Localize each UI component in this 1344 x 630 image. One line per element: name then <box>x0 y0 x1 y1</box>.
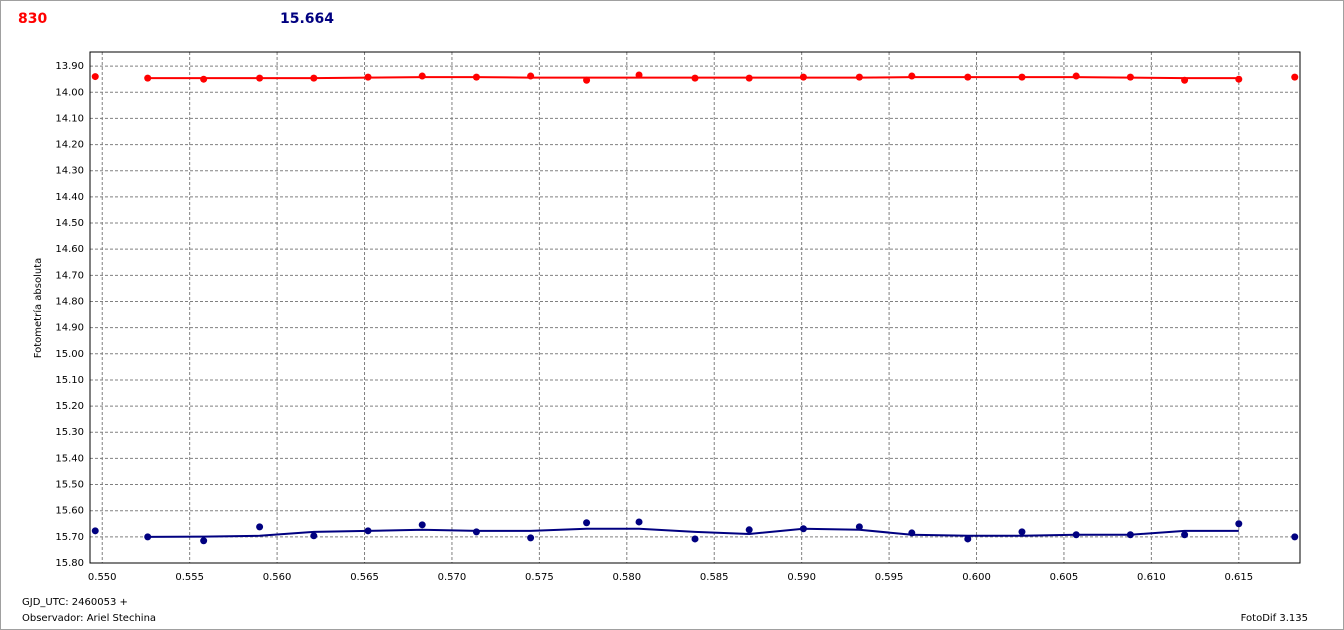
data-point <box>256 74 264 82</box>
data-point <box>1181 76 1189 84</box>
y-tick-label: 14.70 <box>55 270 84 281</box>
data-point <box>472 528 480 536</box>
y-tick-label: 15.00 <box>55 349 84 360</box>
data-point <box>799 73 807 81</box>
data-point <box>1235 520 1243 528</box>
y-tick-label: 14.50 <box>55 218 84 229</box>
observer: Observador: Ariel Stechina <box>22 613 156 624</box>
x-tick-label: 0.555 <box>175 572 204 583</box>
data-point <box>1126 531 1134 539</box>
y-tick-label: 15.70 <box>55 532 84 543</box>
data-point <box>418 521 426 529</box>
data-point <box>908 529 916 537</box>
x-tick-label: 0.605 <box>1050 572 1079 583</box>
data-point <box>200 75 208 83</box>
data-point <box>964 73 972 81</box>
data-point <box>91 73 99 81</box>
x-tick-label: 0.580 <box>612 572 641 583</box>
data-point <box>1181 531 1189 539</box>
y-tick-label: 14.40 <box>55 192 84 203</box>
x-tick-label: 0.565 <box>350 572 379 583</box>
data-point <box>472 73 480 81</box>
data-point <box>908 72 916 80</box>
data-point <box>691 535 699 543</box>
data-point <box>745 526 753 534</box>
y-tick-label: 14.10 <box>55 113 84 124</box>
data-point <box>1018 73 1026 81</box>
x-tick-label: 0.550 <box>88 572 117 583</box>
x-tick-label: 0.615 <box>1224 572 1253 583</box>
y-tick-label: 15.10 <box>55 375 84 386</box>
data-point <box>1235 75 1243 83</box>
data-point <box>310 74 318 82</box>
y-tick-label: 14.30 <box>55 166 84 177</box>
data-point <box>1072 72 1080 80</box>
trend-line <box>147 527 1239 538</box>
plot-border <box>89 51 1301 564</box>
data-point <box>200 537 208 545</box>
y-tick-label: 14.20 <box>55 140 84 151</box>
data-point <box>364 73 372 81</box>
data-point <box>1291 533 1299 541</box>
y-tick-label: 14.90 <box>55 323 84 334</box>
data-point <box>418 72 426 80</box>
data-point <box>583 76 591 84</box>
data-point <box>364 527 372 535</box>
data-point <box>144 533 152 541</box>
plot-area <box>90 52 1300 563</box>
data-point <box>91 527 99 535</box>
x-tick-label: 0.585 <box>700 572 729 583</box>
data-point <box>799 525 807 533</box>
data-point <box>310 532 318 540</box>
data-point <box>635 518 643 526</box>
y-tick-label: 15.60 <box>55 506 84 517</box>
data-point <box>527 72 535 80</box>
data-point <box>527 534 535 542</box>
data-point <box>691 74 699 82</box>
x-tick-label: 0.600 <box>962 572 991 583</box>
y-tick-label: 14.60 <box>55 244 84 255</box>
x-tick-label: 0.595 <box>875 572 904 583</box>
data-point <box>1291 73 1299 81</box>
header-right: 15.664 <box>280 11 334 27</box>
software: FotoDif 3.135 <box>1241 613 1308 624</box>
data-point <box>1018 528 1026 536</box>
y-tick-label: 15.50 <box>55 480 84 491</box>
data-point <box>855 523 863 531</box>
data-point <box>144 74 152 82</box>
data-point <box>1072 531 1080 539</box>
y-tick-label: 14.00 <box>55 87 84 98</box>
y-tick-label: 14.80 <box>55 296 84 307</box>
header-left: 830 <box>18 11 47 27</box>
data-point <box>256 523 264 531</box>
y-tick-label: 15.30 <box>55 427 84 438</box>
data-point <box>1126 73 1134 81</box>
x-tick-label: 0.575 <box>525 572 554 583</box>
x-tick-label: 0.570 <box>438 572 467 583</box>
y-axis-label: Fotometría absoluta <box>32 258 44 359</box>
x-axis-label: GJD_UTC: 2460053 + <box>22 597 128 608</box>
data-point <box>635 71 643 79</box>
x-tick-label: 0.560 <box>263 572 292 583</box>
data-point <box>745 74 753 82</box>
y-tick-label: 15.80 <box>55 558 84 569</box>
y-tick-label: 13.90 <box>55 61 84 72</box>
data-point <box>964 535 972 543</box>
y-tick-label: 15.20 <box>55 401 84 412</box>
x-tick-label: 0.610 <box>1137 572 1166 583</box>
data-point <box>583 519 591 527</box>
x-tick-label: 0.590 <box>787 572 816 583</box>
y-tick-label: 15.40 <box>55 453 84 464</box>
data-point <box>855 73 863 81</box>
